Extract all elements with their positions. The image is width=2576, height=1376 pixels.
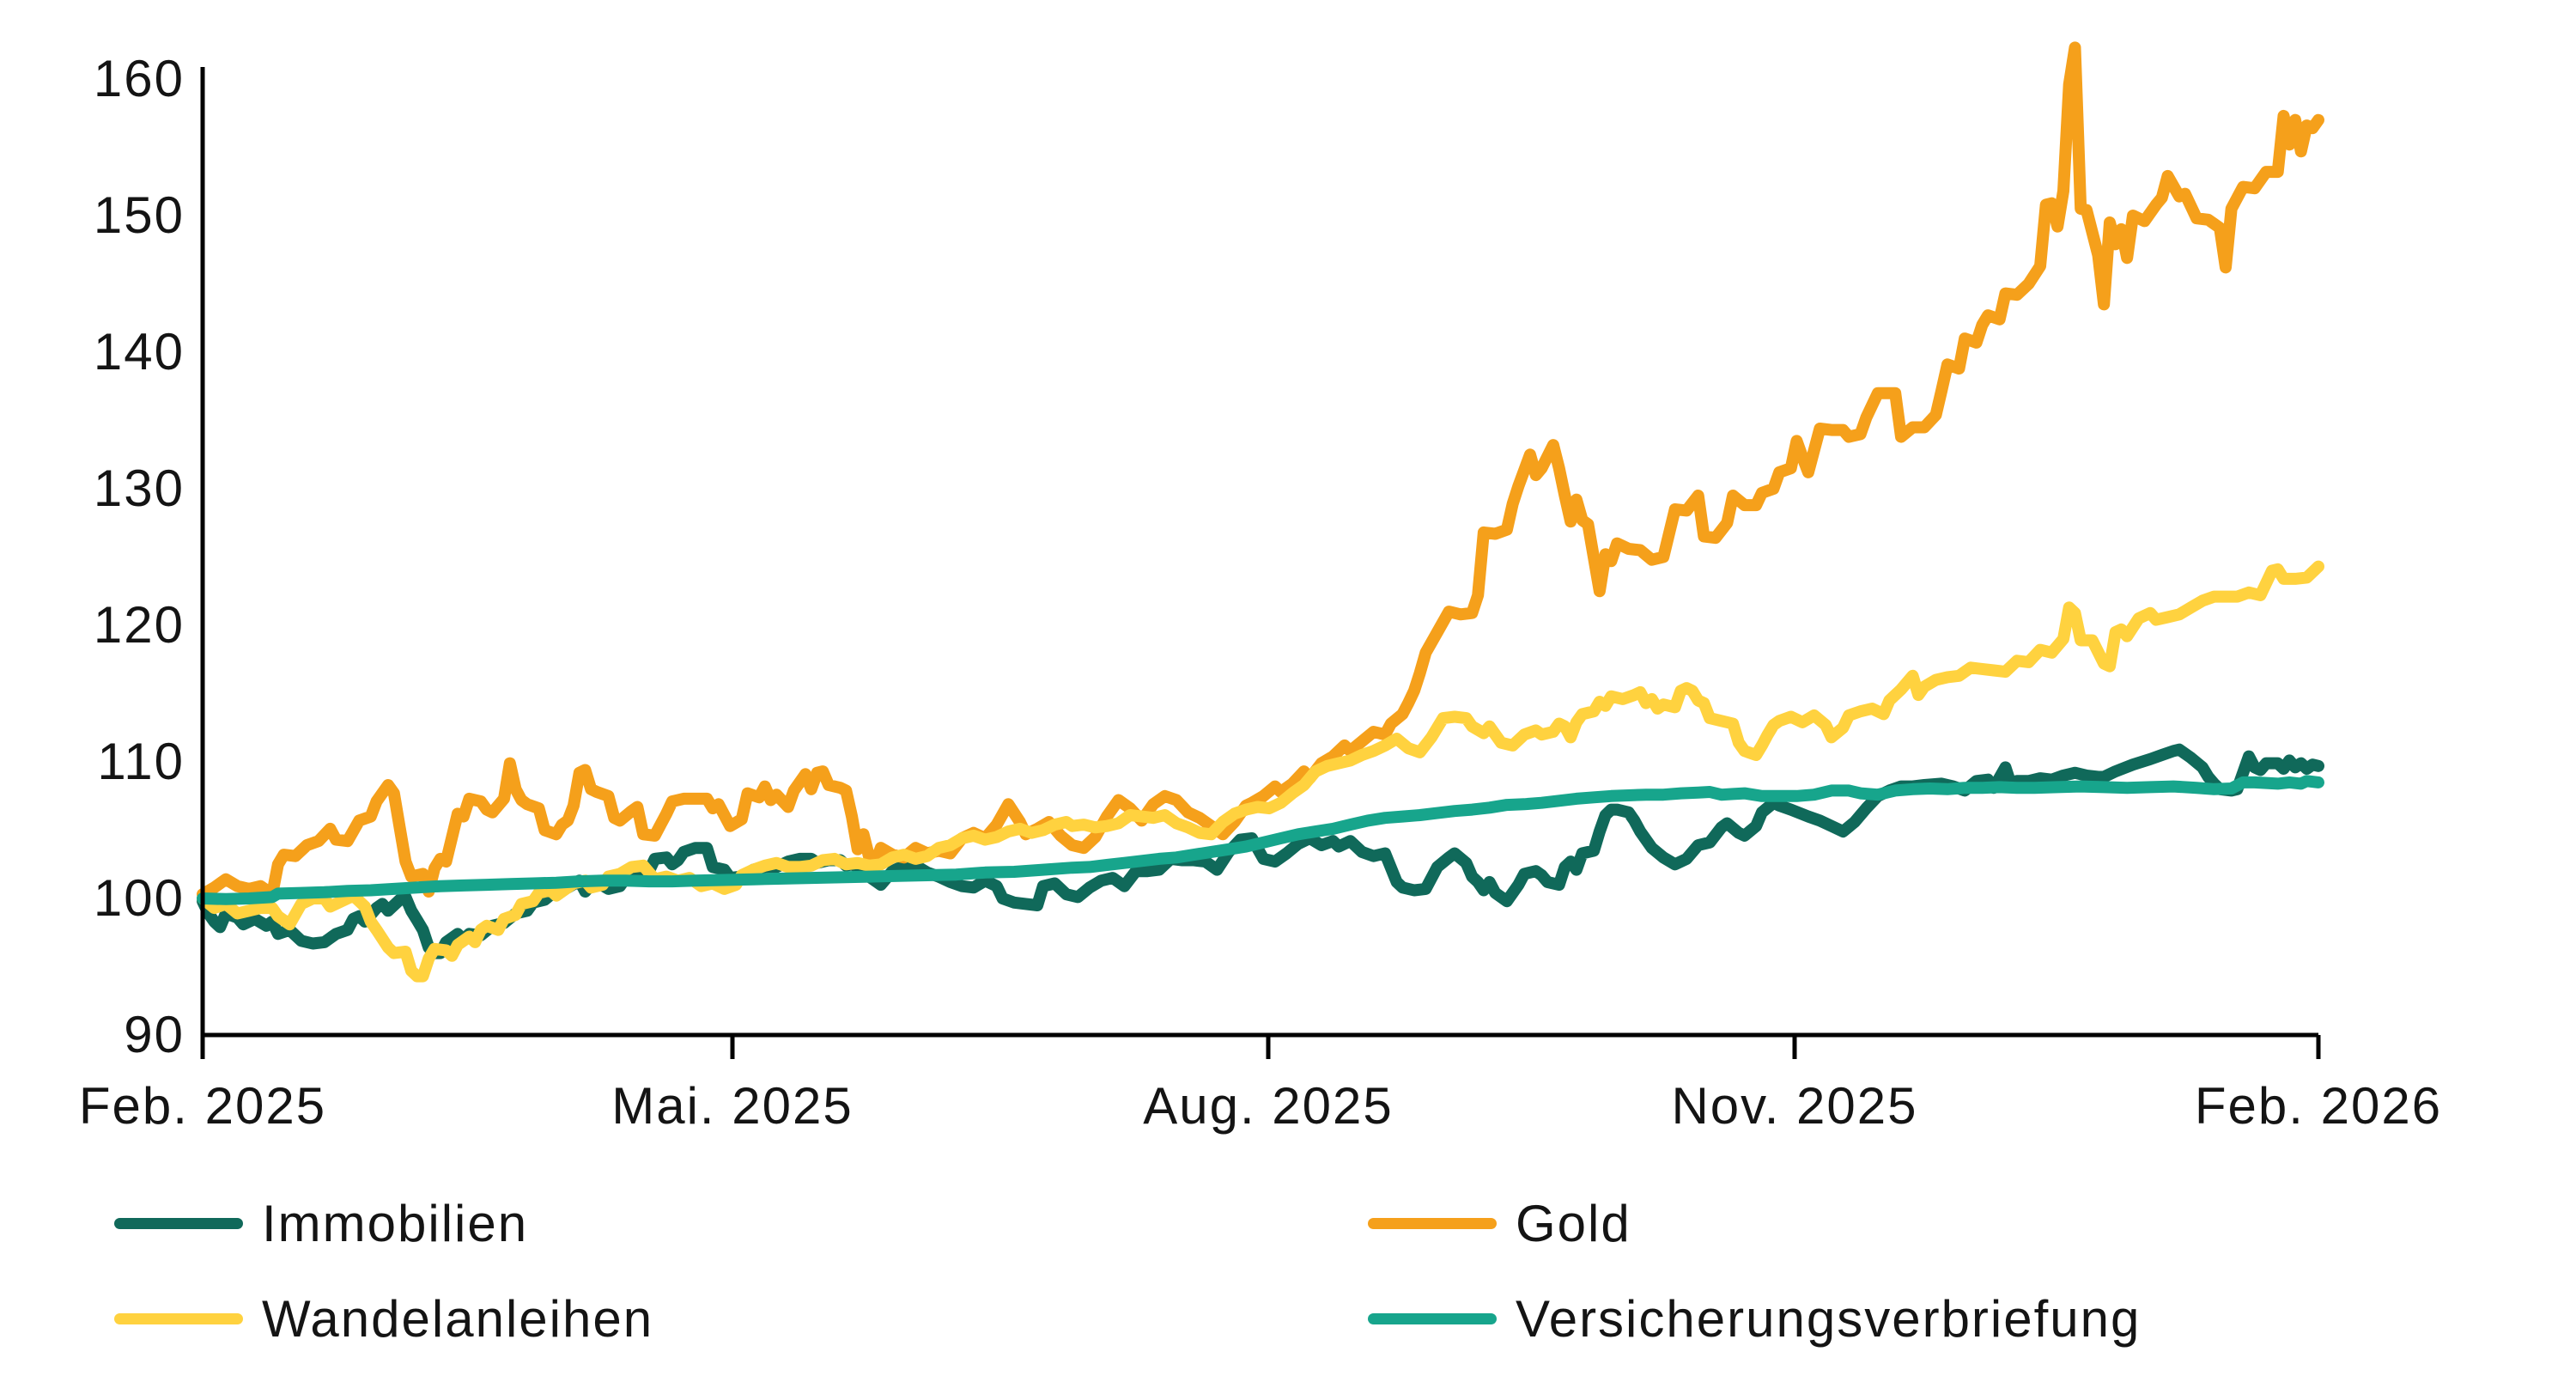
legend-item-gold: Gold (1368, 1193, 1631, 1253)
legend-label-wandelanleihen: Wandelanleihen (262, 1289, 654, 1348)
x-tick-label-mai-2025: Mai. 2025 (611, 1077, 854, 1135)
x-tick-label-aug-2025: Aug. 2025 (1143, 1077, 1394, 1135)
gold-line-swatch-icon (1368, 1217, 1497, 1229)
series-line-immobilien (197, 743, 2324, 959)
legend-label-immobilien: Immobilien (262, 1194, 529, 1252)
x-tick-label-feb-2026: Feb. 2026 (2194, 1077, 2443, 1135)
legend-item-wandelanleihen: Wandelanleihen (114, 1288, 653, 1349)
y-tick-label-150: 150 (93, 186, 185, 244)
y-tick-label-140: 140 (93, 323, 185, 381)
legend-item-immobilien: Immobilien (114, 1193, 528, 1253)
versicherungsverbriefung-line-swatch-icon (1368, 1312, 1497, 1324)
immobilien-line-swatch-icon (114, 1217, 243, 1229)
wandelanleihen-line-swatch-icon (114, 1312, 243, 1324)
series-line-versicherungsverbriefung (197, 775, 2324, 905)
series-line-wandelanleihen (197, 560, 2324, 983)
y-tick-label-160: 160 (93, 50, 185, 107)
x-tick-label-nov-2025: Nov. 2025 (1671, 1077, 1918, 1135)
y-tick-label-100: 100 (93, 869, 185, 927)
legend-item-versicherungsverbriefung: Versicherungsverbriefung (1368, 1288, 2141, 1349)
legend-label-gold: Gold (1516, 1194, 1631, 1252)
y-tick-label-90: 90 (124, 1006, 185, 1063)
y-tick-label-110: 110 (97, 733, 185, 790)
x-tick-label-feb-2025: Feb. 2025 (78, 1077, 327, 1135)
y-tick-label-120: 120 (93, 596, 185, 654)
series-line-gold (197, 41, 2324, 901)
legend-label-versicherungsverbriefung: Versicherungsverbriefung (1516, 1289, 2142, 1348)
y-tick-label-130: 130 (93, 460, 185, 517)
